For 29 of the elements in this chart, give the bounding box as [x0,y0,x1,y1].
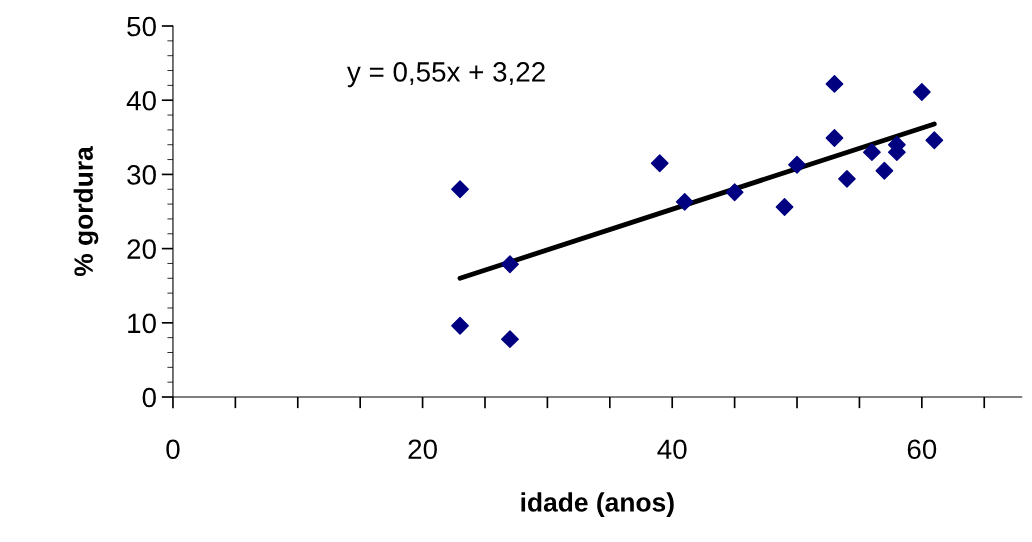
y-tick-label: 30 [127,165,156,185]
point [825,74,844,93]
point [501,255,519,274]
point [825,129,844,147]
point [838,169,856,188]
point [451,316,469,335]
x-axis-title: idade (anos) [521,492,674,517]
y-tick-label: 20 [127,239,156,259]
y-tick-label: 40 [126,90,156,111]
point [451,180,469,199]
point [725,183,744,202]
y-tick-label: 0 [142,387,156,408]
y-tick-label: 10 [128,313,156,334]
annotation: y = 0,55x + 3,22 [347,62,545,88]
point [925,131,944,150]
point [875,161,894,180]
y-tick-label: 50 [127,16,156,37]
point [862,143,881,162]
point [675,192,694,211]
point [650,154,669,173]
x-tick-label: 60 [907,439,937,460]
x-tick-label: 40 [657,439,687,460]
x-tick-label: 20 [408,439,437,460]
y-axis-title: % gordura [73,146,99,277]
point [775,198,794,216]
point [788,155,806,174]
point [501,330,519,349]
x-tick-label: 0 [166,439,180,460]
point [912,83,931,101]
